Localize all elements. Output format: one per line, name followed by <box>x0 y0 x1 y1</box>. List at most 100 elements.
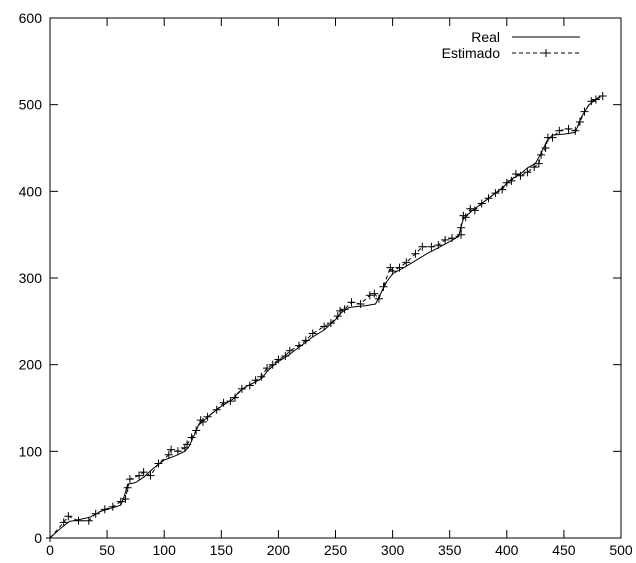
data-point-estimado <box>402 258 411 267</box>
data-point-estimado <box>199 417 207 426</box>
data-point-estimado <box>173 447 182 456</box>
data-point-estimado <box>59 518 68 527</box>
data-point-estimado <box>203 412 212 421</box>
data-point-estimado <box>534 159 543 168</box>
data-point-estimado <box>100 505 109 514</box>
data-point-estimado <box>575 118 584 126</box>
data-point-estimado <box>537 150 546 159</box>
data-point-estimado <box>46 534 54 542</box>
data-point-estimado <box>251 376 260 385</box>
data-point-estimado <box>340 305 349 314</box>
y-tick-label: 200 <box>19 357 43 373</box>
data-point-estimado <box>146 471 155 480</box>
data-point-estimado <box>457 223 466 232</box>
data-point-estimado <box>123 483 132 492</box>
data-point-estimado <box>448 234 456 243</box>
data-point-estimado <box>116 497 125 506</box>
x-tick-label: 250 <box>324 542 348 558</box>
data-point-estimado <box>237 384 246 393</box>
data-point-estimado <box>308 329 317 338</box>
data-point-estimado <box>461 213 470 222</box>
data-point-estimado <box>347 298 356 307</box>
data-point-estimado <box>320 322 329 331</box>
data-point-estimado <box>139 468 148 477</box>
data-point-estimado <box>64 512 73 521</box>
data-point-estimado <box>336 306 345 315</box>
data-point-estimado <box>245 381 254 390</box>
data-point-estimado <box>125 475 134 484</box>
data-point-estimado <box>548 133 557 142</box>
data-point-estimado <box>516 171 525 180</box>
data-point-estimado <box>591 95 600 104</box>
legend-label-estimado: Estimado <box>442 45 501 61</box>
data-point-estimado <box>231 393 239 402</box>
legend-marker-estimado <box>542 49 550 57</box>
data-point-estimado <box>411 249 420 258</box>
data-point-estimado <box>212 405 221 414</box>
data-point-estimado <box>427 242 436 251</box>
data-point-estimado <box>285 346 294 355</box>
x-tick-label: 0 <box>46 542 54 558</box>
series-layer <box>46 92 607 542</box>
x-tick-label: 100 <box>153 542 177 558</box>
data-point-estimado <box>219 398 228 407</box>
data-point-estimado <box>84 516 93 525</box>
data-point-estimado <box>580 107 589 116</box>
y-tick-label: 0 <box>34 530 42 546</box>
series-line-real <box>49 95 601 539</box>
data-point-estimado <box>523 168 532 177</box>
data-point-estimado <box>74 516 83 525</box>
data-point-estimado <box>434 241 443 250</box>
legend: Real Estimado <box>442 29 580 61</box>
x-tick-label: 350 <box>438 542 462 558</box>
data-point-estimado <box>91 509 100 518</box>
data-point-estimado <box>121 495 130 503</box>
data-point-estimado <box>502 178 511 187</box>
data-point-estimado <box>374 294 383 303</box>
data-point-estimado <box>370 289 379 298</box>
y-tick-label: 600 <box>19 10 43 26</box>
data-point-estimado <box>395 263 404 272</box>
data-point-estimado <box>477 199 486 208</box>
axis-ticks: 0 50 100 150 200 250 300 350 400 450 500 0 100 200 300… <box>19 10 633 558</box>
x-tick-label: 500 <box>609 542 633 558</box>
data-point-estimado <box>587 97 596 106</box>
data-point-estimado <box>571 126 580 135</box>
x-tick-label: 50 <box>99 542 115 558</box>
x-tick-label: 450 <box>552 542 576 558</box>
data-point-estimado <box>498 185 507 194</box>
x-tick-label: 400 <box>495 542 519 558</box>
data-point-estimado <box>555 126 564 135</box>
data-point-estimado <box>301 336 310 345</box>
data-point-estimado <box>135 471 144 480</box>
x-tick-label: 150 <box>210 542 234 558</box>
data-point-estimado <box>598 92 607 100</box>
data-point-estimado <box>564 124 573 133</box>
data-point-estimado <box>281 352 290 360</box>
data-point-estimado <box>457 230 466 239</box>
data-point-estimado <box>180 443 189 452</box>
data-point-estimado <box>511 170 520 178</box>
x-tick-label: 300 <box>381 542 405 558</box>
legend-label-real: Real <box>471 29 500 45</box>
plot-frame <box>49 17 622 539</box>
data-point-estimado <box>326 319 335 328</box>
data-point-estimado <box>484 194 493 203</box>
data-point-estimado <box>466 204 475 213</box>
data-point-estimado <box>470 206 479 215</box>
data-point-estimado <box>108 502 117 511</box>
data-point-estimado <box>491 189 500 198</box>
data-point-estimado <box>226 397 235 406</box>
data-point-estimado <box>183 440 191 449</box>
series-line-estimado <box>49 95 603 539</box>
data-point-estimado <box>268 360 277 369</box>
y-tick-label: 500 <box>19 97 43 113</box>
data-point-estimado <box>274 355 283 364</box>
data-point-estimado <box>441 235 450 244</box>
data-point-estimado <box>263 364 271 373</box>
data-point-estimado <box>356 300 365 308</box>
data-point-estimado <box>167 445 176 454</box>
data-point-estimado <box>418 242 427 251</box>
